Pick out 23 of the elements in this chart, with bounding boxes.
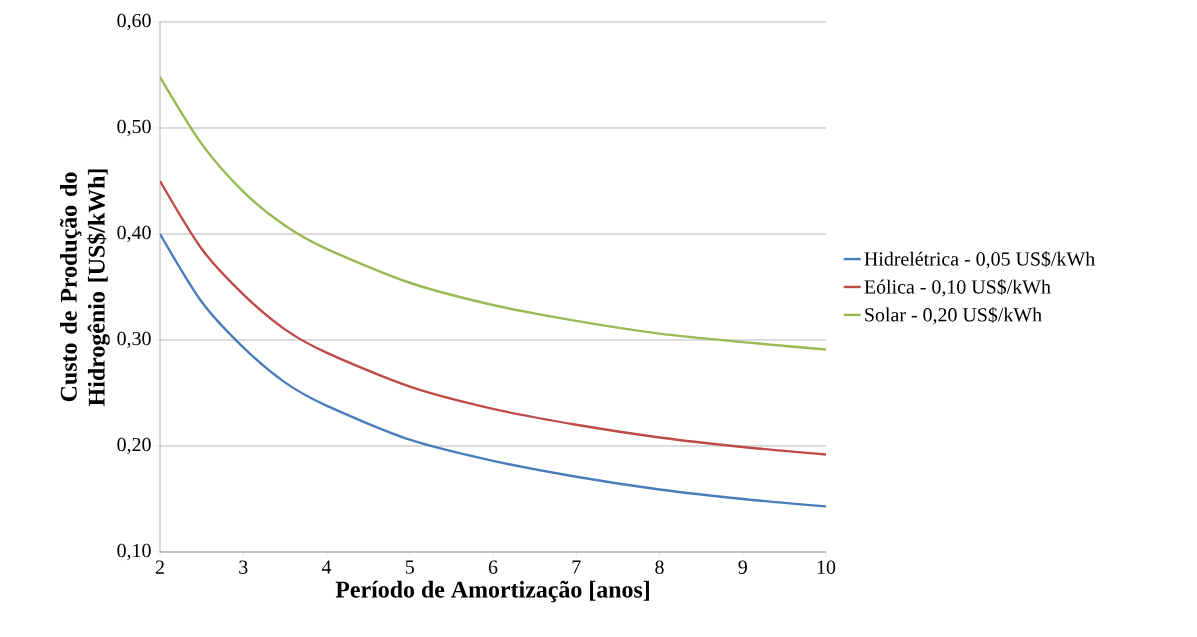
line-series	[160, 179, 827, 456]
y-tick-label: 0,20	[117, 437, 151, 455]
line-series	[160, 232, 827, 508]
x-tick-label: 3	[239, 560, 248, 574]
y-axis-title: Custo de Produção do Hidrogênio [US$/kWh]	[59, 169, 110, 406]
y-tick-label: 0,30	[117, 331, 151, 349]
x-tick-label: 4	[321, 560, 332, 574]
y-tick-label: 0,10	[117, 543, 151, 561]
legend-label: Eólica - 0,10 US$/kWh	[864, 279, 1051, 297]
y-tick-label: 0,60	[117, 13, 151, 31]
x-tick-label: 7	[572, 560, 581, 574]
x-axis-title: Período de Amortização [anos]	[335, 580, 649, 603]
x-tick-label: 6	[488, 560, 498, 574]
y-tick-label: 0,50	[117, 119, 151, 137]
y-tick-label: 0,40	[117, 225, 151, 243]
x-tick-label: 2	[155, 560, 164, 574]
line-series	[160, 75, 827, 351]
legend-label: Hidrelétrica - 0,05 US$/kWh	[864, 251, 1095, 269]
x-tick-label: 8	[655, 560, 664, 574]
x-tick-label: 10	[817, 560, 836, 574]
x-tick-label: 9	[738, 560, 747, 574]
legend-label: Solar - 0,20 US$/kWh	[865, 306, 1042, 325]
x-tick-label: 5	[405, 560, 414, 574]
